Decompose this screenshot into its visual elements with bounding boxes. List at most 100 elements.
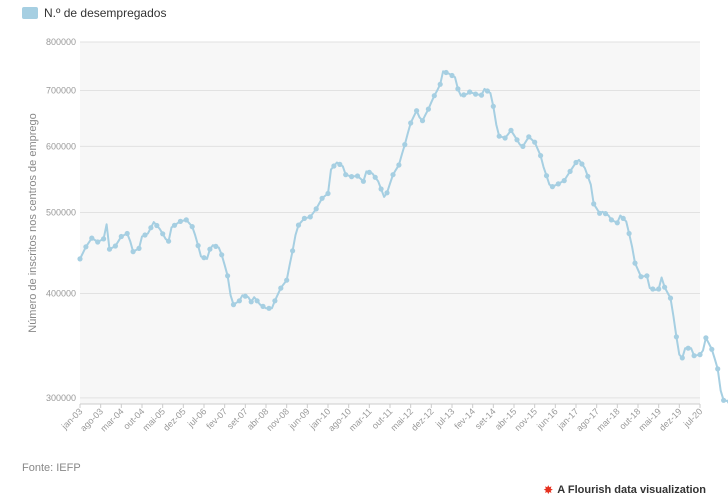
data-point xyxy=(437,81,443,87)
data-point xyxy=(561,178,567,184)
flourish-logo-icon: ✸ xyxy=(543,483,554,497)
data-point xyxy=(662,284,668,290)
data-point xyxy=(667,295,674,301)
data-point xyxy=(354,173,361,179)
x-tick-label: jul-06 xyxy=(185,406,208,429)
data-point xyxy=(331,163,337,169)
data-point xyxy=(89,235,95,241)
data-point xyxy=(195,243,201,249)
flourish-credit[interactable]: ✸ A Flourish data visualization xyxy=(543,483,706,497)
data-point xyxy=(236,298,242,304)
data-point xyxy=(555,181,561,187)
data-point xyxy=(532,139,538,145)
x-tick-label: dez-19 xyxy=(657,406,684,433)
data-point xyxy=(295,222,302,228)
data-point xyxy=(656,286,662,292)
data-point xyxy=(514,137,520,143)
data-point xyxy=(419,118,426,124)
y-tick-label: 400000 xyxy=(46,289,76,299)
data-point xyxy=(260,303,266,309)
data-point xyxy=(520,143,526,149)
data-point xyxy=(644,273,650,279)
data-point xyxy=(77,256,83,262)
legend-label: N.º de desempregados xyxy=(44,6,167,20)
data-point xyxy=(650,286,656,292)
data-point xyxy=(319,195,325,201)
data-point xyxy=(396,162,402,168)
data-point xyxy=(691,353,697,359)
x-tick-label: mar-11 xyxy=(347,406,374,433)
data-point xyxy=(673,334,680,340)
data-point xyxy=(189,224,195,230)
data-point xyxy=(337,161,343,167)
y-tick-label: 500000 xyxy=(46,208,76,218)
data-point xyxy=(219,252,225,258)
data-point xyxy=(266,305,272,311)
data-point xyxy=(183,217,189,223)
legend: N.º de desempregados xyxy=(22,6,166,20)
data-point xyxy=(638,274,644,280)
data-point xyxy=(502,135,508,141)
data-point xyxy=(378,186,384,192)
data-point xyxy=(242,293,248,299)
data-point xyxy=(384,190,390,196)
data-point xyxy=(585,173,591,179)
data-point xyxy=(290,248,296,254)
data-point xyxy=(679,355,685,361)
data-point xyxy=(142,232,148,238)
data-point xyxy=(431,93,437,99)
data-point xyxy=(248,299,254,305)
plot-area xyxy=(80,42,700,404)
data-point xyxy=(715,366,721,372)
data-point xyxy=(301,215,307,221)
x-tick-label: mar-18 xyxy=(595,406,622,433)
data-point xyxy=(366,169,372,175)
data-point xyxy=(408,120,414,126)
data-point xyxy=(543,173,550,179)
data-point xyxy=(130,249,136,255)
data-point xyxy=(496,133,502,139)
data-point xyxy=(390,172,396,178)
data-point xyxy=(124,230,130,237)
data-point xyxy=(549,184,556,190)
data-point xyxy=(166,238,172,244)
data-point xyxy=(372,174,378,180)
data-point xyxy=(573,159,579,166)
x-tick-label: set-14 xyxy=(473,406,498,431)
x-tick-label: jul-13 xyxy=(433,406,456,429)
data-point xyxy=(709,346,715,352)
data-point xyxy=(443,69,449,76)
data-point xyxy=(591,201,597,207)
data-point xyxy=(160,231,166,237)
data-point xyxy=(632,260,638,266)
x-tick-label: mar-04 xyxy=(99,406,126,433)
data-point xyxy=(449,72,455,79)
x-tick-label: fev-14 xyxy=(452,406,477,431)
x-tick-label: dez-05 xyxy=(161,406,188,433)
y-tick-label: 300000 xyxy=(46,393,76,403)
source-text: Fonte: IEFP xyxy=(22,462,81,474)
data-point xyxy=(626,230,632,237)
data-point xyxy=(414,108,420,114)
data-point xyxy=(455,86,461,92)
data-point xyxy=(95,239,101,245)
data-point xyxy=(425,106,431,112)
data-point xyxy=(461,92,467,98)
data-point xyxy=(721,397,727,403)
y-tick-label: 800000 xyxy=(46,37,76,47)
data-point xyxy=(620,215,626,221)
data-point xyxy=(177,218,183,224)
data-point xyxy=(207,246,213,252)
data-point xyxy=(171,222,178,228)
data-point xyxy=(526,134,532,140)
data-point xyxy=(703,335,709,341)
data-point xyxy=(154,222,160,229)
data-point xyxy=(567,168,573,174)
data-point xyxy=(490,103,496,109)
data-point xyxy=(112,243,118,249)
data-point xyxy=(272,298,278,304)
data-point xyxy=(325,190,331,197)
data-point xyxy=(225,273,231,279)
data-point xyxy=(201,255,207,261)
